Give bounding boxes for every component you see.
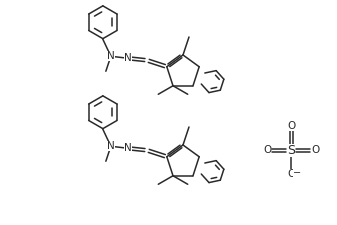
- Text: O: O: [287, 121, 295, 131]
- Text: N: N: [124, 143, 132, 153]
- Text: N: N: [124, 53, 132, 63]
- Text: N: N: [107, 51, 115, 61]
- Text: −: −: [293, 168, 301, 178]
- Text: N: N: [107, 141, 115, 151]
- Text: O: O: [263, 145, 271, 155]
- Text: S: S: [287, 144, 295, 157]
- Text: O: O: [287, 169, 295, 179]
- Text: O: O: [311, 145, 319, 155]
